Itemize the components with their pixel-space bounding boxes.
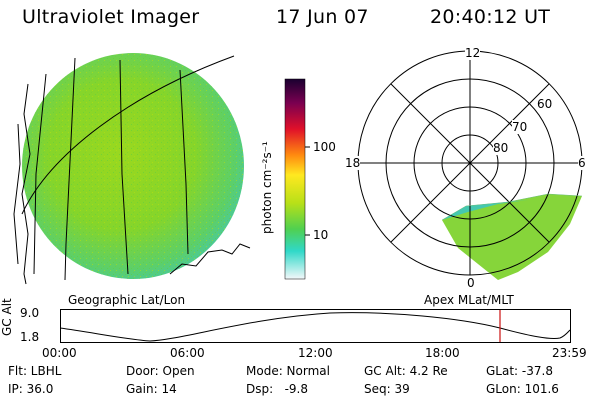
alt-ymax-label: 9.0 xyxy=(20,306,40,320)
altitude-plot-frame xyxy=(60,309,571,343)
polar-panel-caption: Apex MLat/MLT xyxy=(424,293,514,307)
app-title: Ultraviolet Imager xyxy=(22,6,200,28)
time-label: 20:40:12 UT xyxy=(430,6,551,28)
status-glat: GLat: -37.8 xyxy=(486,364,553,378)
longitude-line xyxy=(64,57,76,281)
polar-panel xyxy=(357,50,583,280)
longitude-line xyxy=(33,73,47,275)
status-seq: Seq: 39 xyxy=(364,382,410,396)
status-dsp: Dsp: -9.8 xyxy=(246,382,309,396)
colorbar-tick-100: 100 xyxy=(313,140,336,154)
colorbar-gradient xyxy=(284,78,306,280)
geo-panel-caption: Geographic Lat/Lon xyxy=(68,293,186,307)
uv-image-texture xyxy=(22,53,244,279)
alt-xtick-2: 12:00 xyxy=(298,346,333,360)
alt-ylabel: GC Alt xyxy=(0,298,14,336)
colorbar-unit-label: photon cm⁻²s⁻¹ xyxy=(260,141,274,234)
altitude-plot xyxy=(60,309,571,343)
status-mode: Mode: Normal xyxy=(246,364,330,378)
alt-xtick-4: 23:59 xyxy=(552,346,587,360)
status-ip: IP: 36.0 xyxy=(8,382,54,396)
longitude-line xyxy=(119,59,129,275)
coastline xyxy=(13,123,21,265)
alt-xtick-1: 06:00 xyxy=(170,346,205,360)
mlat-label-70: 70 xyxy=(512,120,528,134)
latitude-curve xyxy=(21,55,235,215)
mlat-label-80: 80 xyxy=(493,141,509,155)
altitude-curve xyxy=(60,312,571,342)
mlt-label-18: 18 xyxy=(345,156,361,170)
date-label: 17 Jun 07 xyxy=(276,6,369,28)
status-gain: Gain: 14 xyxy=(126,382,177,396)
status-door: Door: Open xyxy=(126,364,195,378)
geographic-image-panel xyxy=(13,53,251,285)
coastline xyxy=(169,243,251,275)
aurora-wedge xyxy=(442,194,582,280)
coastline xyxy=(21,83,31,285)
status-gc-alt: GC Alt: 4.2 Re xyxy=(364,364,448,378)
alt-xtick-0: 00:00 xyxy=(42,346,77,360)
longitude-line xyxy=(179,69,189,255)
aurora-outline xyxy=(441,193,583,221)
mlat-label-60: 60 xyxy=(537,97,553,111)
mlt-label-6: 6 xyxy=(578,156,586,170)
mlt-label-12: 12 xyxy=(465,46,481,60)
colorbar xyxy=(284,78,310,280)
colorbar-tick-10: 10 xyxy=(313,228,329,242)
alt-xtick-3: 18:00 xyxy=(425,346,460,360)
status-filter: Flt: LBHL xyxy=(8,364,62,378)
status-glon: GLon: 101.6 xyxy=(486,382,559,396)
mlt-label-0: 0 xyxy=(467,276,475,290)
alt-ymin-label: 1.8 xyxy=(20,330,40,344)
mlt-spoke xyxy=(390,83,550,243)
